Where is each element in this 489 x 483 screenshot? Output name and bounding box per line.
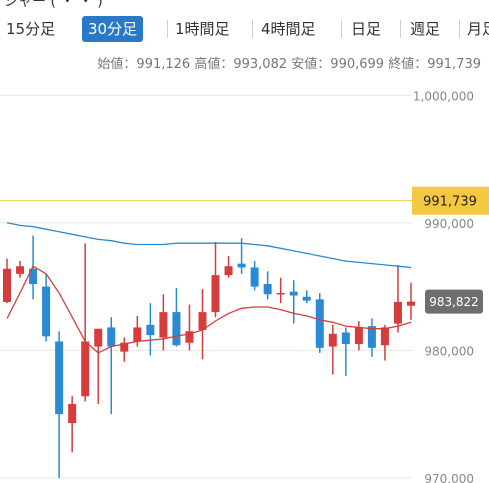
high-value: 993,082 [233, 57, 288, 72]
candle-body-up [354, 327, 363, 344]
candle-body-down [250, 267, 259, 287]
y-tick-label: 980,000 [424, 344, 474, 358]
tab-15min[interactable]: 15分足 [6, 20, 56, 38]
candle-body-down [55, 341, 64, 415]
y-tick-label: 990,000 [424, 217, 474, 231]
candle-body-up [198, 312, 207, 330]
tab-daily[interactable]: 日足 [351, 20, 382, 38]
candle-body-up [159, 312, 168, 338]
candle-body-up [185, 331, 194, 343]
open-label: 始値 [97, 57, 124, 72]
candle-body-up [3, 268, 11, 302]
current-price-label: 991,739 [423, 195, 477, 210]
candle-body-up [328, 333, 337, 347]
tab-separator [167, 20, 168, 38]
y-tick-label: 1,000,000 [413, 89, 474, 103]
tab-separator [459, 20, 460, 38]
candle-body-up [133, 327, 142, 342]
candle-body-down [341, 332, 350, 344]
tab-4hour[interactable]: 4時間足 [261, 20, 316, 38]
candle-body-down [29, 268, 38, 285]
tab-monthly[interactable]: 月足 [467, 20, 489, 38]
candle-body-down [263, 284, 272, 295]
tab-30min[interactable]: 30分足 [82, 16, 144, 42]
candle-body-up [276, 292, 285, 295]
current-price-badge [412, 186, 489, 215]
low-value: 990,699 [330, 57, 385, 72]
tab-1hour[interactable]: 1時間足 [175, 20, 230, 38]
candle-body-up [120, 342, 129, 352]
last-price-label: 983,822 [429, 295, 479, 309]
tab-weekly[interactable]: 週足 [410, 20, 441, 38]
window-title-clipped: シャー ( ・ ・ ) [4, 0, 103, 10]
candle-body-up [94, 328, 103, 347]
candle-body-up [68, 403, 77, 424]
candle-body-down [237, 263, 246, 268]
candle-body-down [289, 291, 298, 296]
tab-separator [341, 20, 342, 38]
candle-body-up [380, 327, 389, 346]
candle-body-down [315, 299, 324, 348]
candle-body-down [42, 286, 51, 337]
ohlc-summary: 始値：991,126 高値：993,082 安値：990,699 終値：991,… [97, 57, 481, 72]
last-price-badge [425, 289, 483, 314]
tab-separator [400, 20, 401, 38]
candle-body-down [302, 296, 311, 301]
candle-body-up [407, 301, 415, 306]
candlestick-chart[interactable]: 1,000,000 990,000 980,000 970,000 991,739 983… [0, 80, 489, 483]
candle-body-down [172, 312, 181, 346]
high-label: 高値 [194, 57, 221, 72]
moving-average-long-line [6, 222, 412, 269]
tab-separator [252, 20, 253, 38]
close-value: 991,739 [427, 57, 481, 72]
close-label: 終値 [388, 57, 415, 72]
candle-body-down [146, 324, 155, 336]
low-label: 安値 [291, 57, 318, 72]
candle-body-up [224, 266, 233, 276]
open-value: 991,126 [136, 57, 191, 72]
candle-body-up [211, 275, 220, 313]
candle-body-up [393, 301, 402, 324]
candle-body-down [107, 327, 116, 347]
candle-body-down [367, 326, 376, 348]
y-tick-label: 970,000 [424, 472, 474, 483]
moving-average-short-line [6, 265, 412, 354]
candle-body-up [16, 266, 25, 274]
timeframe-tabs: 15分足 30分足 1時間足 4時間足 日足 週足 月足 [0, 12, 489, 46]
candle-body-up [81, 341, 90, 397]
